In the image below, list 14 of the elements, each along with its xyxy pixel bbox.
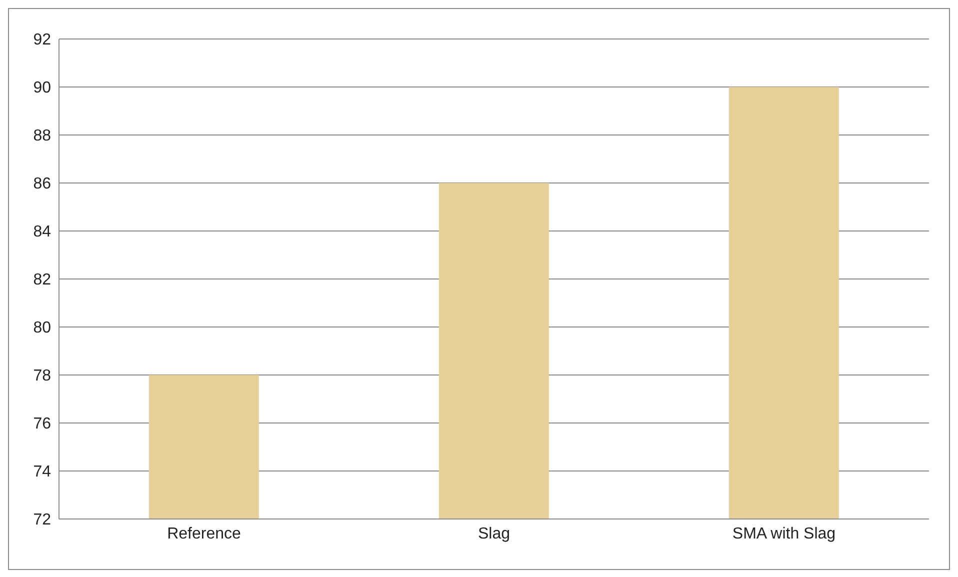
- y-tick-label: 74: [33, 464, 52, 481]
- y-tick-label: 72: [33, 512, 52, 529]
- y-tick-label: 82: [33, 272, 52, 289]
- y-tick-label: 90: [33, 80, 52, 97]
- x-tick-label: Reference: [167, 525, 242, 542]
- x-tick-label: Slag: [478, 525, 510, 542]
- y-tick-label: 78: [33, 368, 52, 385]
- y-tick-label: 92: [33, 32, 52, 49]
- y-tick-label: 84: [33, 224, 52, 241]
- y-tick-label: 76: [33, 416, 52, 433]
- y-tick-label: 88: [33, 128, 52, 145]
- y-tick-label: 86: [33, 176, 52, 193]
- x-tick-label: SMA with Slag: [732, 525, 836, 542]
- y-tick-label: 80: [33, 320, 52, 337]
